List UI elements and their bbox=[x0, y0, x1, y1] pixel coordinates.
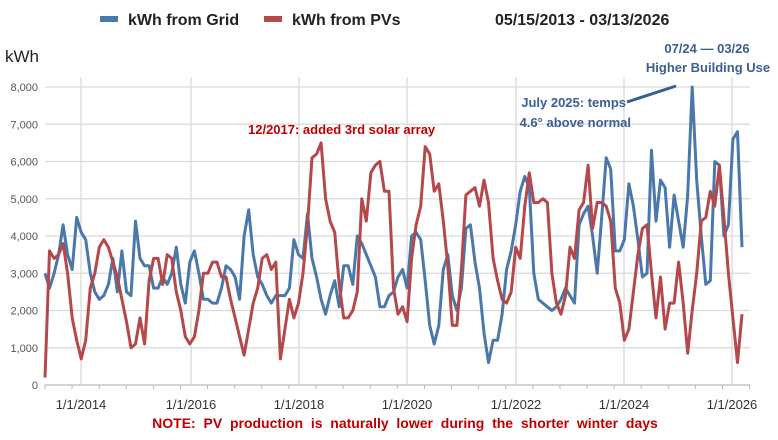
annotation-higher-use: Higher Building Use bbox=[646, 60, 770, 75]
legend-label-grid: kWh from Grid bbox=[128, 12, 239, 29]
annotation-temps: 4.6° above normal bbox=[520, 115, 631, 130]
x-tick-label: 1/1/2014 bbox=[56, 397, 107, 412]
y-tick-label: 6,000 bbox=[10, 157, 38, 169]
y-tick-label: 3,000 bbox=[10, 268, 38, 280]
x-tick-label: 1/1/2026 bbox=[707, 397, 758, 412]
x-tick-labels: 1/1/2014 1/1/2016 1/1/2018 1/1/2020 1/1/2022… bbox=[56, 397, 758, 412]
x-tick-label: 1/1/2020 bbox=[382, 397, 433, 412]
y-tick-label: 8,000 bbox=[10, 82, 38, 94]
x-tick-label: 1/1/2024 bbox=[599, 397, 650, 412]
y-tick-label: 7,000 bbox=[10, 119, 38, 131]
x-tick-label: 1/1/2022 bbox=[491, 397, 542, 412]
series-lines bbox=[43, 85, 744, 378]
legend-swatch-grid bbox=[100, 16, 118, 22]
chart-title-date-range: 05/15/2013 - 03/13/2026 bbox=[495, 12, 669, 29]
y-tick-label: 5,000 bbox=[10, 194, 38, 206]
y-tick-labels: 0 1,000 2,000 3,000 4,000 5,000 6,000 7,000 8,00… bbox=[10, 82, 38, 392]
annotation-period: 07/24 — 03/26 bbox=[664, 41, 749, 56]
x-tick-label: 1/1/2018 bbox=[274, 397, 325, 412]
legend-label-pv: kWh from PVs bbox=[292, 12, 401, 29]
x-tick-label: 1/1/2016 bbox=[166, 397, 217, 412]
footer-note: NOTE: PV production is naturally lower d… bbox=[152, 415, 658, 431]
y-tick-label: 4,000 bbox=[10, 231, 38, 243]
y-tick-label: 0 bbox=[32, 380, 38, 392]
pv-kwh-line bbox=[43, 141, 744, 378]
annotation-pointer bbox=[626, 84, 677, 104]
legend-swatch-pv bbox=[264, 16, 282, 22]
annotation-solar-array: 12/2017: added 3rd solar array bbox=[248, 122, 436, 137]
annotation-july-2025: July 2025: temps bbox=[521, 95, 626, 110]
y-tick-label: 1,000 bbox=[10, 343, 38, 355]
y-tick-label: 2,000 bbox=[10, 306, 38, 318]
y-axis-label: kWh bbox=[5, 47, 39, 66]
